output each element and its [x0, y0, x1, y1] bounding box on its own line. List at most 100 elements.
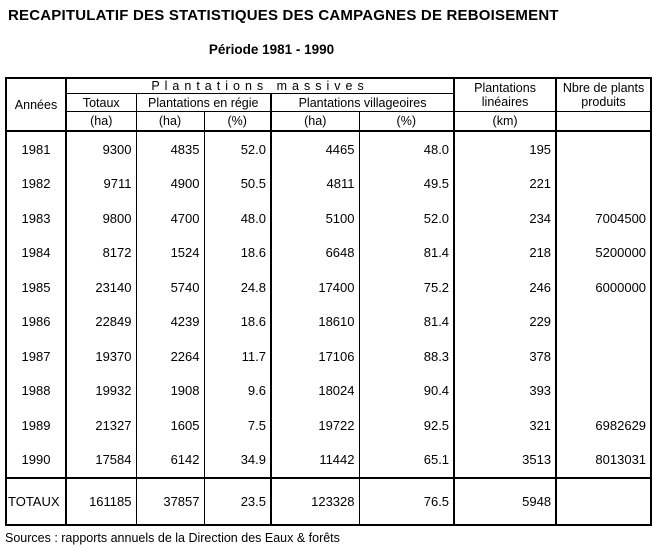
cell-totaux: 19370 — [66, 339, 137, 374]
table-row: 1985 23140 5740 24.8 17400 75.2 246 6000000 — [6, 270, 651, 305]
cell-vill-pct: 81.4 — [359, 304, 456, 339]
cell-totaux: 9711 — [66, 166, 137, 201]
table-footer: TOTAUX 161185 37857 23.5 123328 76.5 594… — [6, 477, 652, 525]
unit-villageoires-ha: (ha) — [271, 111, 360, 132]
unit-regie-pct: (%) — [204, 111, 272, 132]
cell-totaux: 17584 — [66, 442, 137, 478]
cell-regie-pct: 18.6 — [204, 304, 272, 339]
cell-lin-km: 195 — [454, 131, 558, 167]
cell-lin-km: 321 — [454, 408, 558, 443]
cell-vill-ha: 19722 — [271, 408, 360, 443]
totals-plants — [556, 477, 652, 525]
cell-annee: 1989 — [6, 408, 67, 443]
table-body: 1981 9300 4835 52.0 4465 48.0 195 1982 9711 4900 5… — [6, 131, 651, 478]
cell-vill-ha: 18610 — [271, 304, 360, 339]
source-note: Sources : rapports annuels de la Directi… — [5, 531, 340, 545]
cell-lin-km: 378 — [454, 339, 558, 374]
cell-annee: 1984 — [6, 235, 67, 270]
cell-vill-ha: 5100 — [271, 201, 360, 236]
statistics-table: Années Plantations massives Plantations … — [5, 77, 653, 526]
cell-totaux: 8172 — [66, 235, 137, 270]
cell-regie-pct: 24.8 — [204, 270, 272, 305]
cell-totaux: 23140 — [66, 270, 137, 305]
cell-totaux: 9300 — [66, 131, 137, 167]
cell-annee: 1985 — [6, 270, 67, 305]
col-header-annees: Années — [6, 78, 67, 132]
cell-regie-ha: 4835 — [136, 131, 205, 167]
cell-regie-ha: 2264 — [136, 339, 205, 374]
cell-regie-pct: 11.7 — [204, 339, 272, 374]
cell-lin-km: 3513 — [454, 442, 558, 478]
col-header-totaux: Totaux — [66, 93, 137, 112]
page-subtitle: Période 1981 - 1990 — [208, 42, 335, 57]
unit-regie-ha: (ha) — [136, 111, 205, 132]
cell-regie-ha: 4239 — [136, 304, 205, 339]
cell-vill-pct: 81.4 — [359, 235, 456, 270]
table-row: 1981 9300 4835 52.0 4465 48.0 195 — [6, 131, 651, 167]
totals-totaux: 161185 — [66, 477, 137, 525]
cell-totaux: 22849 — [66, 304, 137, 339]
cell-plants: 6000000 — [595, 279, 647, 295]
cell-regie-ha: 1605 — [136, 408, 205, 443]
header-row-subgroups: Totaux Plantations en régie Plantations … — [6, 93, 651, 112]
cell-plants: 6982629 — [595, 417, 647, 433]
cell-annee: 1983 — [6, 201, 67, 236]
page-title: RECAPITULATIF DES STATISTIQUES DES CAMPA… — [8, 7, 559, 24]
cell-vill-pct: 49.5 — [359, 166, 456, 201]
cell-regie-pct: 48.0 — [204, 201, 272, 236]
cell-vill-pct: 92.5 — [359, 408, 456, 443]
cell-regie-ha: 1908 — [136, 373, 205, 408]
cell-totaux: 9800 — [66, 201, 137, 236]
cell-vill-pct: 65.1 — [359, 442, 456, 478]
cell-regie-ha: 6142 — [136, 442, 205, 478]
cell-totaux: 21327 — [66, 408, 137, 443]
totals-villageoires-ha: 123328 — [271, 477, 360, 525]
cell-vill-ha: 4465 — [271, 131, 360, 167]
table-row: 1987 19370 2264 11.7 17106 88.3 378 — [6, 339, 651, 374]
cell-regie-pct: 7.5 — [204, 408, 272, 443]
totals-villageoires-pct: 76.5 — [359, 477, 456, 525]
unit-plants-blank — [556, 111, 652, 132]
cell-lin-km: 218 — [454, 235, 558, 270]
unit-lineaires-km: (km) — [454, 111, 558, 132]
cell-plants: 7004500 — [595, 210, 647, 226]
cell-vill-pct: 52.0 — [359, 201, 456, 236]
cell-regie-ha: 4700 — [136, 201, 205, 236]
cell-vill-ha: 6648 — [271, 235, 360, 270]
col-header-plantations-villageoires: Plantations villageoires — [271, 93, 456, 112]
cell-annee: 1990 — [6, 442, 67, 478]
cell-regie-pct: 52.0 — [204, 131, 272, 167]
cell-vill-ha: 11442 — [271, 442, 360, 478]
col-header-plantations-massives: Plantations massives — [66, 78, 456, 94]
cell-annee: 1982 — [6, 166, 67, 201]
table-row: 1984 8172 1524 18.6 6648 81.4 218 5200000 — [6, 235, 651, 270]
cell-annee: 1987 — [6, 339, 67, 374]
cell-regie-pct: 18.6 — [204, 235, 272, 270]
cell-vill-ha: 4811 — [271, 166, 360, 201]
table-row: 1988 19932 1908 9.6 18024 90.4 393 — [6, 373, 651, 408]
totals-lineaires-km: 5948 — [454, 477, 558, 525]
totals-regie-ha: 37857 — [136, 477, 205, 525]
cell-regie-pct: 9.6 — [204, 373, 272, 408]
unit-villageoires-pct: (%) — [359, 111, 456, 132]
cell-annee: 1986 — [6, 304, 67, 339]
table-row: 1983 9800 4700 48.0 5100 52.0 234 7004500 — [6, 201, 651, 236]
cell-regie-ha: 1524 — [136, 235, 205, 270]
cell-lin-km: 234 — [454, 201, 558, 236]
cell-plants — [556, 339, 651, 374]
col-header-plantations-lineaires: Plantations linéaires — [454, 78, 558, 112]
cell-vill-pct: 75.2 — [359, 270, 456, 305]
cell-annee: 1981 — [6, 131, 67, 167]
totals-regie-pct: 23.5 — [204, 477, 272, 525]
cell-vill-pct: 90.4 — [359, 373, 456, 408]
cell-lin-km: 229 — [454, 304, 558, 339]
cell-vill-pct: 48.0 — [359, 131, 456, 167]
cell-regie-ha: 5740 — [136, 270, 205, 305]
cell-regie-ha: 4900 — [136, 166, 205, 201]
totals-label: TOTAUX — [6, 477, 67, 525]
cell-plants — [556, 131, 651, 167]
header-row-units: (ha) (ha) (%) (ha) (%) (km) — [6, 111, 652, 132]
cell-regie-pct: 50.5 — [204, 166, 272, 201]
table-row: 1990 17584 6142 34.9 11442 65.1 3513 8013031 — [6, 442, 651, 478]
